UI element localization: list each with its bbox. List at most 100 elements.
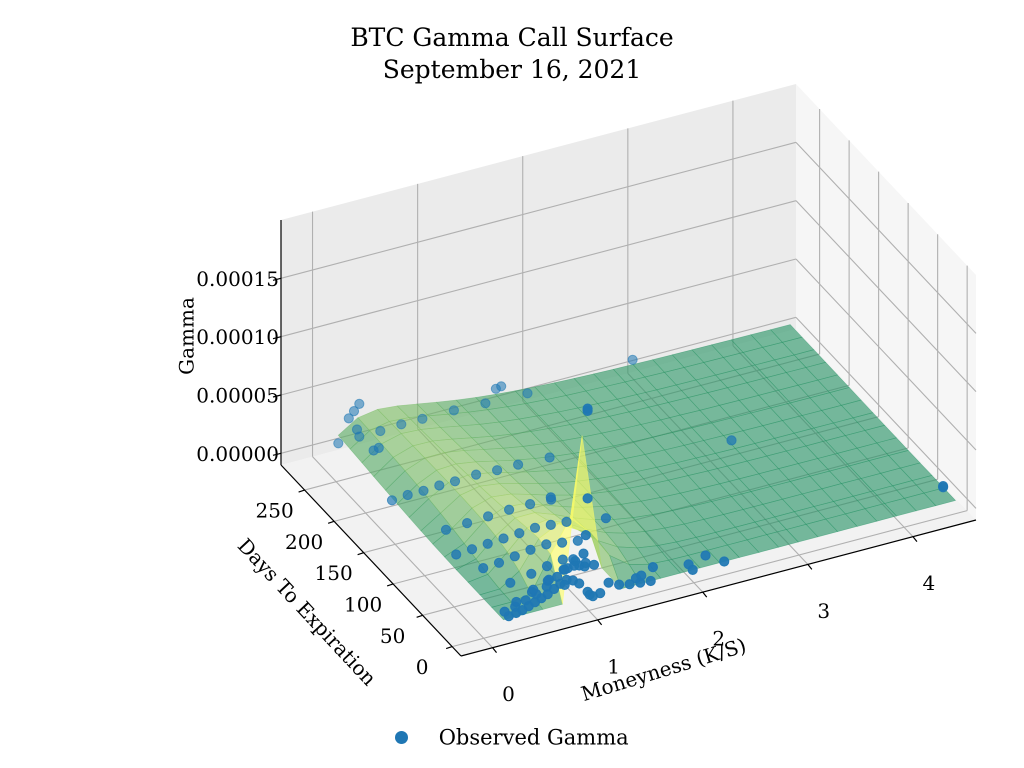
y-tick-mark — [327, 520, 335, 524]
observed-gamma-point — [572, 535, 583, 546]
observed-gamma-point — [483, 511, 494, 522]
observed-gamma-point — [719, 556, 730, 567]
observed-gamma-point — [482, 538, 493, 549]
x-tick-label: 2 — [712, 627, 725, 651]
observed-gamma-point — [557, 537, 568, 548]
grid-line-z — [795, 200, 977, 393]
x-tick-mark — [807, 564, 813, 570]
grid-line-z — [280, 141, 797, 279]
observed-gamma-point — [647, 562, 659, 573]
observed-gamma-point — [434, 480, 445, 491]
observed-gamma-point — [588, 559, 600, 570]
y-tick-label: 100 — [344, 593, 382, 617]
observed-gamma-point — [614, 579, 625, 590]
y-tick-label: 200 — [285, 530, 323, 554]
observed-gamma-point — [645, 575, 656, 587]
legend-marker — [395, 731, 408, 744]
observed-gamma-point — [396, 419, 407, 430]
observed-gamma-point — [520, 595, 531, 606]
legend: Observed Gamma — [390, 722, 629, 752]
grid-line-x — [312, 456, 493, 649]
observed-gamma-point — [480, 398, 491, 409]
observed-gamma-point — [375, 425, 386, 437]
observed-gamma-point — [582, 493, 593, 504]
observed-gamma-point — [333, 438, 344, 449]
axis-lines — [272, 220, 977, 657]
observed-gamma-point — [528, 584, 539, 595]
observed-gamma-point — [543, 574, 555, 585]
observed-gamma-point — [526, 568, 537, 579]
observed-gamma-point — [496, 381, 507, 392]
observed-gamma-point — [529, 522, 541, 533]
observed-gamma-point — [509, 551, 520, 562]
chart-subtitle: September 16, 2021 — [382, 55, 642, 84]
observed-gamma-point — [417, 413, 428, 424]
observed-gamma-point — [574, 578, 585, 589]
observed-gamma-point — [627, 354, 638, 365]
observed-gamma-point — [561, 516, 572, 528]
observed-gamma-point — [525, 499, 536, 510]
gamma-surface — [337, 324, 957, 621]
x-tick-label: 4 — [923, 571, 936, 595]
observed-gamma-point — [466, 544, 478, 555]
observed-gamma-point — [559, 564, 570, 575]
observed-gamma-points — [333, 354, 949, 622]
observed-gamma-point — [402, 489, 413, 501]
observed-gamma-point — [595, 588, 606, 599]
observed-gamma-point — [492, 465, 503, 476]
observed-gamma-point — [525, 544, 536, 555]
observed-gamma-point — [636, 570, 647, 581]
grid-line-z — [280, 258, 797, 396]
x-axis-line — [460, 519, 977, 657]
observed-gamma-point — [440, 524, 452, 535]
observed-gamma-point — [582, 403, 593, 414]
y-tick-label: 50 — [380, 624, 405, 648]
observed-gamma-point — [559, 579, 570, 591]
observed-gamma-point — [513, 459, 524, 470]
z-tick-mark — [272, 336, 282, 340]
observed-gamma-point — [499, 606, 510, 617]
observed-gamma-point — [354, 398, 365, 409]
observed-gamma-point — [544, 452, 555, 463]
observed-gamma-point — [505, 577, 516, 588]
observed-gamma-point — [600, 513, 612, 524]
observed-gamma-point — [522, 388, 533, 399]
observed-gamma-point — [603, 577, 614, 588]
grid-line-z — [795, 316, 977, 509]
y-tick-mark — [357, 552, 364, 556]
x-tick-mark — [492, 647, 497, 654]
observed-gamma-point — [511, 596, 522, 608]
observed-gamma-point — [373, 442, 384, 453]
y-axis-line — [280, 464, 462, 657]
legend-label: Observed Gamma — [438, 725, 629, 750]
x-tick-label: 0 — [502, 682, 515, 706]
x-tick-mark — [912, 536, 918, 543]
observed-gamma-point — [514, 528, 525, 539]
observed-gamma-point — [462, 518, 473, 529]
x-tick-label: 1 — [607, 654, 620, 678]
x-axis-title: Moneyness (K/S) — [578, 633, 749, 706]
observed-gamma-point — [687, 564, 698, 576]
chart-title: BTC Gamma Call Surface — [350, 23, 674, 52]
observed-gamma-point — [351, 424, 363, 435]
observed-gamma-point — [386, 495, 398, 506]
y-tick-mark — [416, 614, 423, 618]
observed-gamma-point — [471, 469, 482, 480]
observed-gamma-point — [448, 405, 459, 416]
x-tick-label: 3 — [817, 599, 830, 623]
grid-line-y — [452, 510, 968, 648]
y-tick-label: 150 — [315, 561, 353, 585]
observed-gamma-point — [541, 561, 553, 572]
z-tick-label: 0.00010 — [196, 325, 279, 349]
y-tick-mark — [445, 646, 453, 650]
z-axis-title: Gamma — [175, 297, 199, 375]
y-tick-label: 0 — [416, 655, 429, 679]
observed-gamma-point — [449, 476, 461, 487]
observed-gamma-point — [726, 435, 737, 446]
y-tick-mark — [298, 489, 305, 493]
side-pane — [796, 84, 976, 520]
back-pane — [281, 84, 796, 465]
observed-gamma-point — [504, 504, 515, 515]
y-tick-label: 250 — [256, 499, 294, 523]
